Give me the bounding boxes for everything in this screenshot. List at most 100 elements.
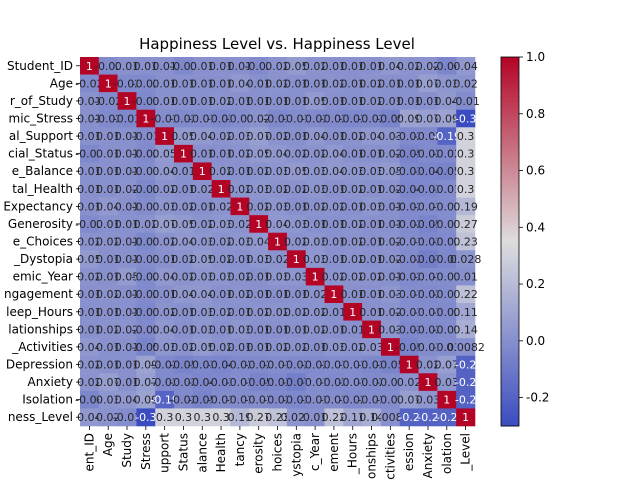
heatmap-cell <box>362 320 382 339</box>
colorbar-segment <box>501 204 519 209</box>
heatmap-cell <box>249 197 269 216</box>
cell-value-label: -0.2 <box>455 394 476 407</box>
heatmap-cell <box>155 74 175 93</box>
heatmap-cell <box>98 180 118 198</box>
heatmap-cell <box>80 232 100 251</box>
colorbar-segment <box>501 158 519 163</box>
heatmap-cell <box>98 127 118 146</box>
cell-value-label: -0.02 <box>75 77 103 90</box>
cell-value-label: 0.01 <box>115 148 140 161</box>
heatmap-cell <box>418 127 438 146</box>
heatmap-cell <box>456 215 476 234</box>
heatmap-cell <box>80 320 100 339</box>
heatmap-cell <box>174 408 194 427</box>
cell-value-label: 0.01 <box>77 130 102 143</box>
heatmap-cell <box>305 74 325 93</box>
colorbar-segment <box>501 198 519 203</box>
colorbar-segment <box>501 346 519 350</box>
cell-value-label: 0.01 <box>77 183 102 196</box>
heatmap-cell <box>192 57 212 75</box>
cell-value-label: -0.04 <box>414 165 442 178</box>
heatmap-cell <box>230 127 250 146</box>
cell-value-label: 0.01 <box>284 200 309 213</box>
cell-value-label: 0.01 <box>340 323 365 336</box>
cell-value-label: 0.3 <box>175 411 193 424</box>
cell-value-label: 0.01 <box>96 306 121 319</box>
heatmap-cell <box>380 92 401 111</box>
cell-value-label: 0.04 <box>322 165 347 178</box>
heatmap-cell <box>174 74 194 93</box>
colorbar-tick-label: 0.6 <box>526 164 545 178</box>
heatmap-cell <box>324 92 344 111</box>
colorbar-segment <box>501 290 519 295</box>
cell-value-label: -0.01 <box>414 271 442 284</box>
colorbar-segment <box>501 401 519 405</box>
heatmap-cell <box>305 355 325 374</box>
cell-value-label: -0.19 <box>150 394 178 407</box>
heatmap-cell <box>211 373 231 392</box>
colorbar-segment <box>501 226 519 230</box>
heatmap-cell <box>399 162 419 181</box>
heatmap-cell <box>437 57 457 75</box>
colorbar-segment <box>501 81 519 86</box>
cell-value-label: 0.01 <box>77 323 102 336</box>
cell-value-label: -0.02 <box>433 306 461 319</box>
heatmap-cell <box>268 109 288 128</box>
colorbar-segment <box>501 361 519 365</box>
cell-value-label: 0.02 <box>284 148 309 161</box>
heatmap-cell <box>192 74 212 93</box>
cell-value-label: 0.01 <box>228 95 253 108</box>
column-label: ctivities <box>383 433 397 480</box>
colorbar-segment <box>501 266 519 270</box>
cell-value-label: 0.01 <box>340 95 365 108</box>
cell-value-label: 0.02 <box>96 411 121 424</box>
heatmap-cell <box>456 285 476 304</box>
heatmap-cell <box>362 197 382 216</box>
cell-value-label: -0.02 <box>169 376 197 389</box>
heatmap-cell <box>136 162 156 181</box>
heatmap-cell <box>192 267 212 286</box>
column-label: Study <box>120 433 134 468</box>
heatmap-cell <box>155 408 175 427</box>
heatmap-cell <box>305 144 325 163</box>
cell-value-label: -0.02 <box>339 394 367 407</box>
heatmap-cell <box>418 162 438 181</box>
row-label: e_Balance <box>12 164 73 178</box>
heatmap-cell <box>456 232 476 251</box>
colorbar-segment <box>501 216 519 221</box>
heatmap-cell <box>305 267 325 286</box>
heatmap-cell <box>155 373 175 392</box>
colorbar-segment <box>501 386 519 390</box>
cell-value-label: 0.01 <box>96 359 121 372</box>
cell-value-label: -0.02 <box>132 271 160 284</box>
heatmap-cell <box>324 109 344 128</box>
heatmap-cell <box>230 197 250 216</box>
heatmap-cell <box>286 390 307 409</box>
cell-value-label: 0.01 <box>152 77 177 90</box>
heatmap-cell <box>98 320 118 339</box>
cell-value-label: 0.09 <box>134 359 159 372</box>
colorbar-segment <box>501 133 519 138</box>
cell-value-label: -0.01 <box>433 288 461 301</box>
cell-value-label: 0.01 <box>115 341 140 354</box>
heatmap-cell <box>418 109 438 128</box>
heatmap-cell <box>343 338 363 357</box>
heatmap-cell <box>456 267 476 286</box>
cell-value-label: 0.02 <box>340 183 365 196</box>
cell-value-label: 0.07 <box>152 218 177 231</box>
heatmap-cell <box>117 250 137 269</box>
cell-value-label: 0.04 <box>435 95 460 108</box>
cell-value-label: 0.02 <box>416 359 441 372</box>
cell-value-label: 0.05 <box>190 341 215 354</box>
heatmap-cell <box>155 303 175 321</box>
cell-value-label: 0.04 <box>115 394 140 407</box>
cell-value-label: 0.01 <box>77 113 102 126</box>
cell-value-label: 0.01 <box>152 95 177 108</box>
heatmap-cell <box>249 162 269 181</box>
heatmap-cell <box>117 127 137 146</box>
heatmap-cell <box>399 127 419 146</box>
row-label: r_of_Study <box>10 94 73 108</box>
heatmap-cell <box>80 390 100 409</box>
cell-value-label: 0.01 <box>303 77 328 90</box>
cell-value-label: -0.2 <box>417 411 438 424</box>
